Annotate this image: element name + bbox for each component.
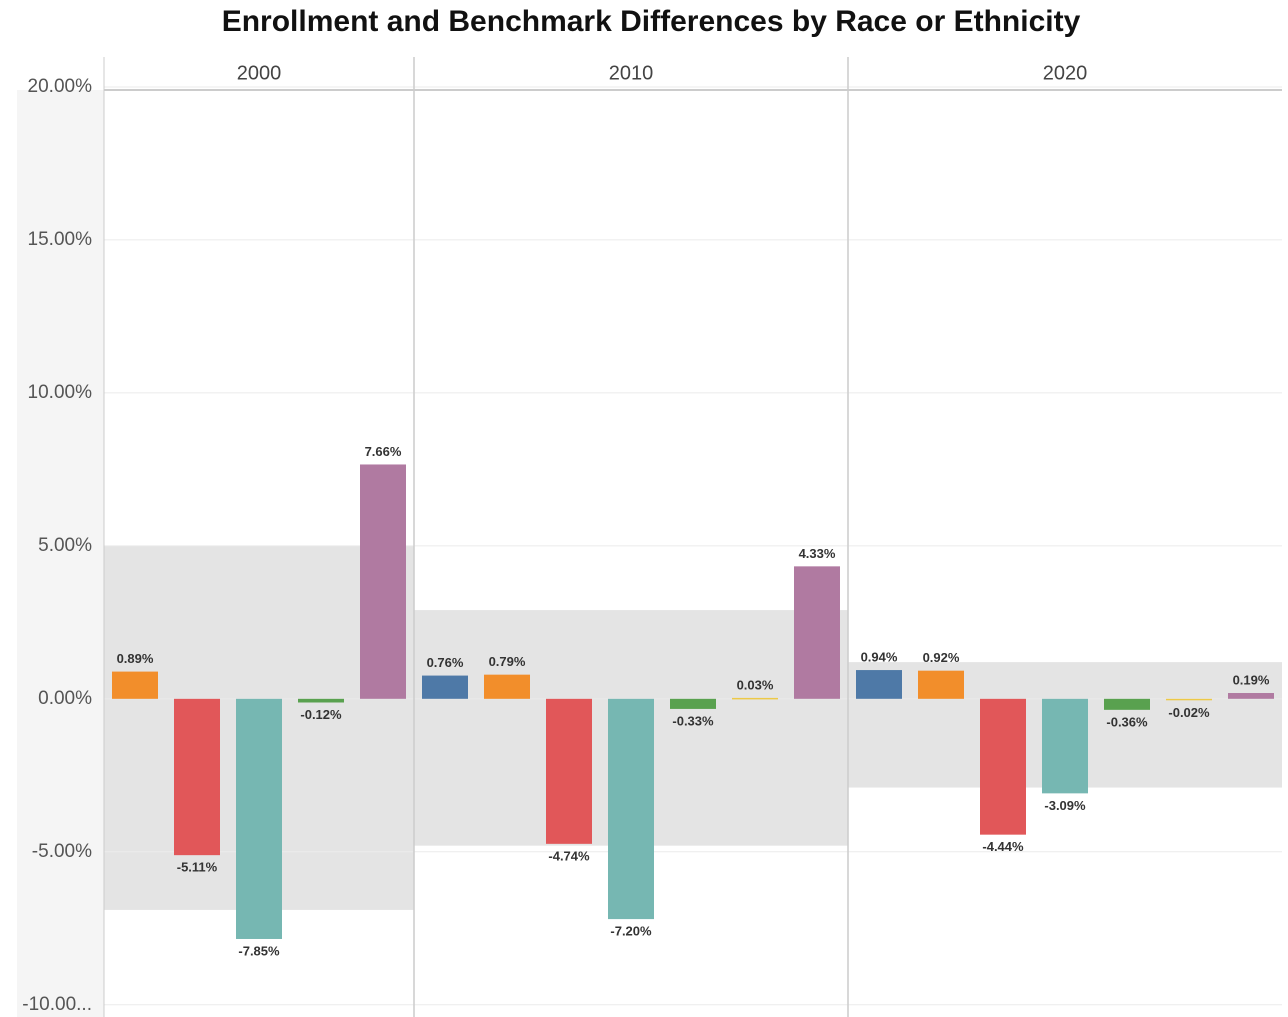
bar [174,698,220,856]
bar [360,464,406,699]
value-label: -7.20% [610,924,652,939]
bar [484,674,530,699]
value-label: 4.33% [799,546,836,561]
y-tick-label: 20.00% [28,76,93,97]
value-label: -4.44% [982,839,1024,854]
bar [918,670,964,699]
axis-background [17,90,104,1017]
bar [236,698,282,939]
value-label: -0.12% [300,707,342,722]
value-label: -0.36% [1106,714,1148,729]
value-label: -5.11% [177,860,218,875]
y-tick-label: -10.00... [22,994,92,1015]
value-label: -4.74% [548,848,590,863]
bar [856,670,902,699]
bar [1104,698,1150,710]
facet-label: 2010 [609,62,654,84]
bar [980,698,1026,835]
bar [298,698,344,703]
value-label: 0.92% [923,650,960,665]
bar [1166,698,1212,701]
y-tick-label: 0.00% [38,688,92,709]
y-tick-label: 10.00% [28,382,93,403]
bar [546,698,592,844]
y-tick-label: 5.00% [38,535,92,556]
value-label: 7.66% [365,444,402,459]
y-tick-label: 15.00% [28,229,93,250]
facet-label: 2020 [1043,62,1088,84]
value-label: -0.33% [672,713,714,728]
chart-title: Enrollment and Benchmark Differences by … [222,5,1081,38]
value-label: 0.03% [737,677,774,692]
bar [794,566,840,699]
value-label: 0.94% [861,650,898,665]
bar [732,697,778,700]
facet-label: 2000 [237,62,282,84]
bar [422,675,468,699]
bar [608,698,654,920]
value-label: -0.02% [1168,705,1210,720]
bar [670,698,716,709]
value-label: 0.89% [117,651,154,666]
bar [1042,698,1088,794]
value-label: 0.76% [427,655,464,670]
bar [1228,693,1274,699]
value-label: -3.09% [1044,798,1086,813]
y-tick-label: -5.00% [32,841,92,862]
value-label: 0.19% [1233,672,1270,687]
value-label: -7.85% [238,943,280,958]
value-label: 0.79% [489,654,526,669]
bar [112,671,158,699]
